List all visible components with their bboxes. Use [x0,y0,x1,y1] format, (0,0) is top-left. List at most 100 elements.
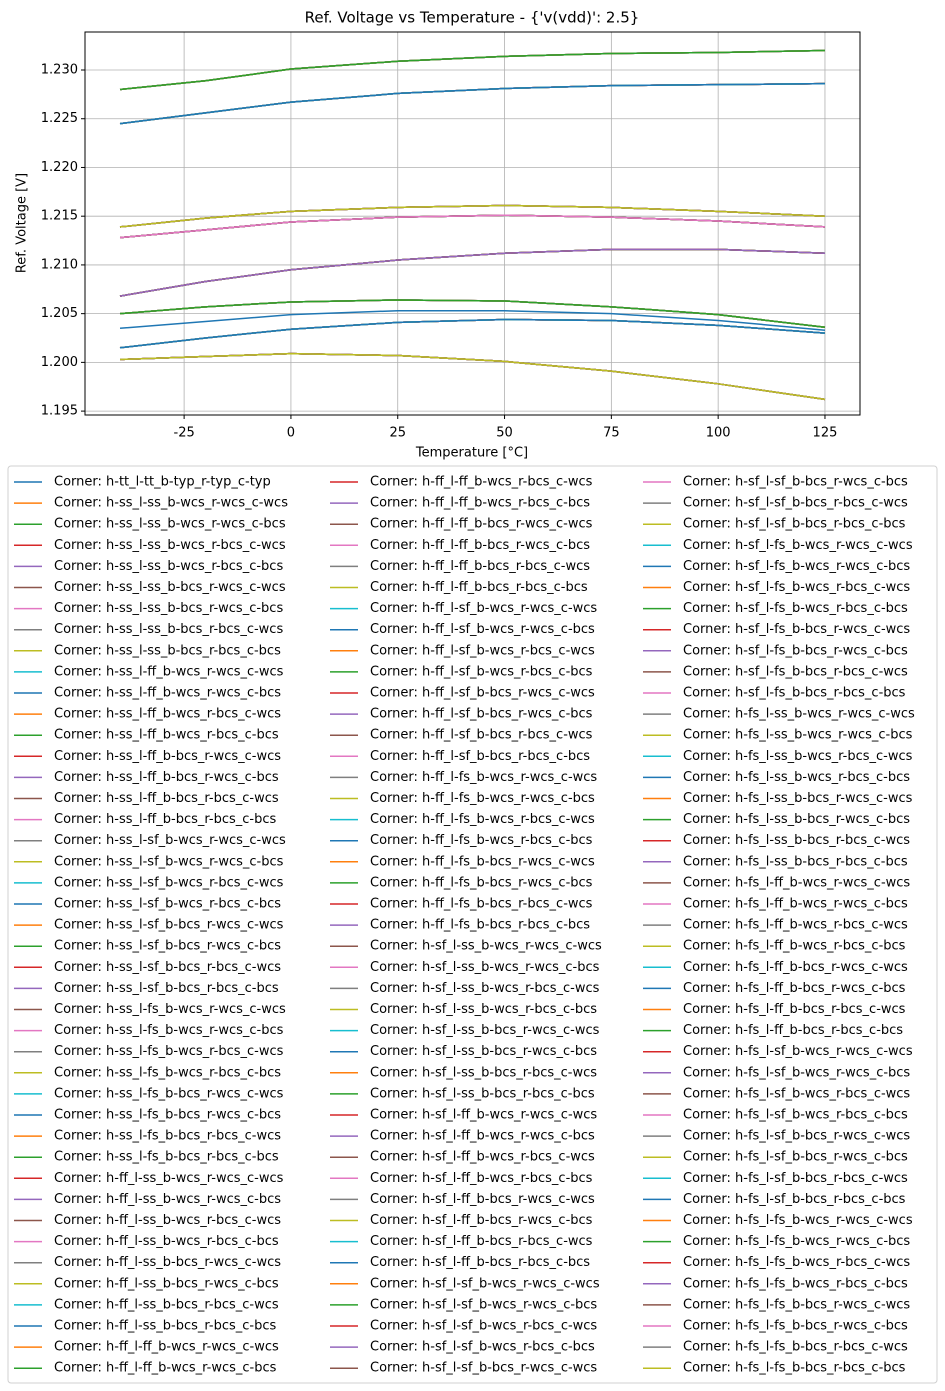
series-line [120,352,826,401]
series-line [119,248,825,297]
legend-label: Corner: h-fs_l-sf_b-wcs_r-bcs_c-bcs [683,1108,908,1123]
series-line [120,352,826,401]
y-tick-label: 1.230 [41,63,78,78]
series-line [119,214,826,239]
series-line [119,318,826,349]
series-line [119,214,826,239]
series-line [120,352,826,401]
legend-label: Corner: h-fs_l-ff_b-wcs_r-bcs_c-wcs [683,918,908,933]
series-line [119,248,825,297]
legend-label: Corner: h-sf_l-ff_b-bcs_r-wcs_c-bcs [370,1213,593,1228]
series-line [120,352,826,401]
legend-label: Corner: h-ff_l-fs_b-bcs_r-wcs_c-bcs [370,875,593,890]
legend-label: Corner: h-ff_l-ff_b-wcs_r-wcs_c-bcs [54,1361,277,1376]
legend-label: Corner: h-ff_l-ss_b-wcs_r-bcs_c-bcs [54,1234,279,1249]
legend-label: Corner: h-fs_l-ss_b-bcs_r-bcs_c-wcs [683,833,910,848]
series-line [119,214,826,239]
legend-label: Corner: h-ss_l-sf_b-bcs_r-wcs_c-bcs [54,939,281,954]
legend-label: Corner: h-sf_l-sf_b-bcs_r-bcs_c-wcs [683,496,908,511]
legend-label: Corner: h-ff_l-ff_b-wcs_r-bcs_c-wcs [370,475,593,490]
series-line [119,248,825,297]
legend-label: Corner: h-sf_l-ff_b-bcs_r-bcs_c-wcs [370,1234,593,1249]
series-line [119,318,826,349]
legend-label: Corner: h-ss_l-sf_b-wcs_r-wcs_c-wcs [54,833,286,848]
legend-label: Corner: h-sf_l-sf_b-wcs_r-bcs_c-wcs [370,1319,597,1334]
legend-box [7,465,938,1384]
legend-label: Corner: h-fs_l-sf_b-wcs_r-wcs_c-wcs [683,1044,913,1059]
legend-label: Corner: h-ff_l-ff_b-wcs_r-wcs_c-wcs [54,1340,279,1355]
legend-label: Corner: h-ss_l-fs_b-wcs_r-bcs_c-bcs [54,1065,281,1080]
series-line [119,248,825,297]
legend-label: Corner: h-sf_l-fs_b-bcs_r-wcs_c-bcs [683,643,908,658]
legend-label: Corner: h-sf_l-ff_b-wcs_r-bcs_c-wcs [370,1150,595,1165]
legend-label: Corner: h-fs_l-ff_b-bcs_r-wcs_c-bcs [683,981,906,996]
legend-label: Corner: h-ss_l-ff_b-bcs_r-wcs_c-bcs [54,770,279,785]
legend-label: Corner: h-sf_l-fs_b-wcs_r-bcs_c-bcs [683,601,908,616]
legend-label: Corner: h-sf_l-fs_b-bcs_r-bcs_c-bcs [683,686,906,701]
legend-label: Corner: h-ff_l-ss_b-bcs_r-bcs_c-bcs [54,1319,276,1334]
legend-label: Corner: h-ff_l-sf_b-wcs_r-wcs_c-wcs [370,601,597,616]
legend-label: Corner: h-ff_l-sf_b-bcs_r-bcs_c-bcs [370,749,590,764]
series-line [120,352,826,401]
legend-label: Corner: h-ff_l-sf_b-bcs_r-wcs_c-bcs [370,707,593,722]
legend-label: Corner: h-fs_l-ff_b-wcs_r-wcs_c-bcs [683,897,908,912]
legend-label: Corner: h-ss_l-ss_b-bcs_r-bcs_c-bcs [54,643,281,658]
legend-label: Corner: h-ff_l-sf_b-bcs_r-wcs_c-wcs [370,686,595,701]
legend-label: Corner: h-ss_l-ss_b-bcs_r-wcs_c-wcs [54,580,286,595]
legend-label: Corner: h-sf_l-ss_b-wcs_r-bcs_c-bcs [370,1002,597,1017]
legend-label: Corner: h-ff_l-fs_b-wcs_r-bcs_c-wcs [370,812,595,827]
legend-label: Corner: h-sf_l-ss_b-bcs_r-wcs_c-bcs [370,1044,597,1059]
series-line [119,248,825,297]
legend-label: Corner: h-ss_l-sf_b-wcs_r-wcs_c-bcs [54,854,284,869]
legend-label: Corner: h-ss_l-ff_b-bcs_r-bcs_c-wcs [54,791,279,806]
legend-label: Corner: h-ss_l-fs_b-wcs_r-wcs_c-wcs [54,1002,286,1017]
series-line [119,214,826,239]
series-line [119,214,826,239]
legend-label: Corner: h-ss_l-ss_b-bcs_r-wcs_c-bcs [54,601,283,616]
legend-label: Corner: h-ff_l-ff_b-bcs_r-wcs_c-wcs [370,517,593,532]
series-line [119,318,826,349]
legend-label: Corner: h-sf_l-ff_b-wcs_r-wcs_c-wcs [370,1108,597,1123]
x-tick-label: 50 [496,426,513,441]
series-line [119,204,826,228]
legend-label: Corner: h-sf_l-fs_b-wcs_r-bcs_c-wcs [683,580,910,595]
legend-label: Corner: h-ss_l-ss_b-bcs_r-bcs_c-wcs [54,622,283,637]
legend-label: Corner: h-ff_l-fs_b-bcs_r-wcs_c-wcs [370,854,595,869]
legend-label: Corner: h-sf_l-sf_b-wcs_r-wcs_c-wcs [370,1276,600,1291]
series-line [119,214,826,239]
legend-label: Corner: h-ss_l-ss_b-wcs_r-wcs_c-bcs [54,517,286,532]
series-line [119,248,825,297]
series-line [119,299,826,329]
legend-label: Corner: h-fs_l-ff_b-wcs_r-bcs_c-bcs [683,939,906,954]
y-tick-label: 1.220 [41,160,78,175]
series-line [119,82,825,125]
y-tick-label: 1.200 [41,355,78,370]
series-line [120,352,826,401]
legend-label: Corner: h-ff_l-ss_b-wcs_r-bcs_c-wcs [54,1213,281,1228]
y-tick-label: 1.195 [41,404,78,419]
legend-label: Corner: h-ss_l-ff_b-wcs_r-bcs_c-wcs [54,707,281,722]
series-line [119,318,826,349]
series-line [119,214,826,239]
legend-label: Corner: h-sf_l-fs_b-bcs_r-bcs_c-wcs [683,664,908,679]
series-line [119,214,826,239]
legend-label: Corner: h-ss_l-sf_b-wcs_r-bcs_c-bcs [54,897,281,912]
x-tick-label: 0 [287,426,295,441]
legend-label: Corner: h-sf_l-ss_b-bcs_r-wcs_c-wcs [370,1023,600,1038]
x-tick-label: 100 [706,426,731,441]
legend-label: Corner: h-sf_l-ff_b-bcs_r-wcs_c-wcs [370,1192,595,1207]
legend-label: Corner: h-ff_l-sf_b-wcs_r-bcs_c-bcs [370,664,593,679]
legend-label: Corner: h-fs_l-sf_b-bcs_r-wcs_c-wcs [683,1129,910,1144]
legend-label: Corner: h-ff_l-ss_b-wcs_r-wcs_c-wcs [54,1171,284,1186]
legend-label: Corner: h-fs_l-sf_b-bcs_r-bcs_c-wcs [683,1171,908,1186]
x-tick-label: 75 [603,426,620,441]
series-line [119,248,825,297]
series-line [120,352,826,401]
y-axis-label: Ref. Voltage [V] [15,173,30,273]
series-line [120,352,826,401]
series-line [120,352,826,401]
legend-label: Corner: h-ss_l-sf_b-wcs_r-bcs_c-wcs [54,875,284,890]
series-line [119,318,826,349]
legend-label: Corner: h-ss_l-ff_b-wcs_r-wcs_c-wcs [54,664,284,679]
